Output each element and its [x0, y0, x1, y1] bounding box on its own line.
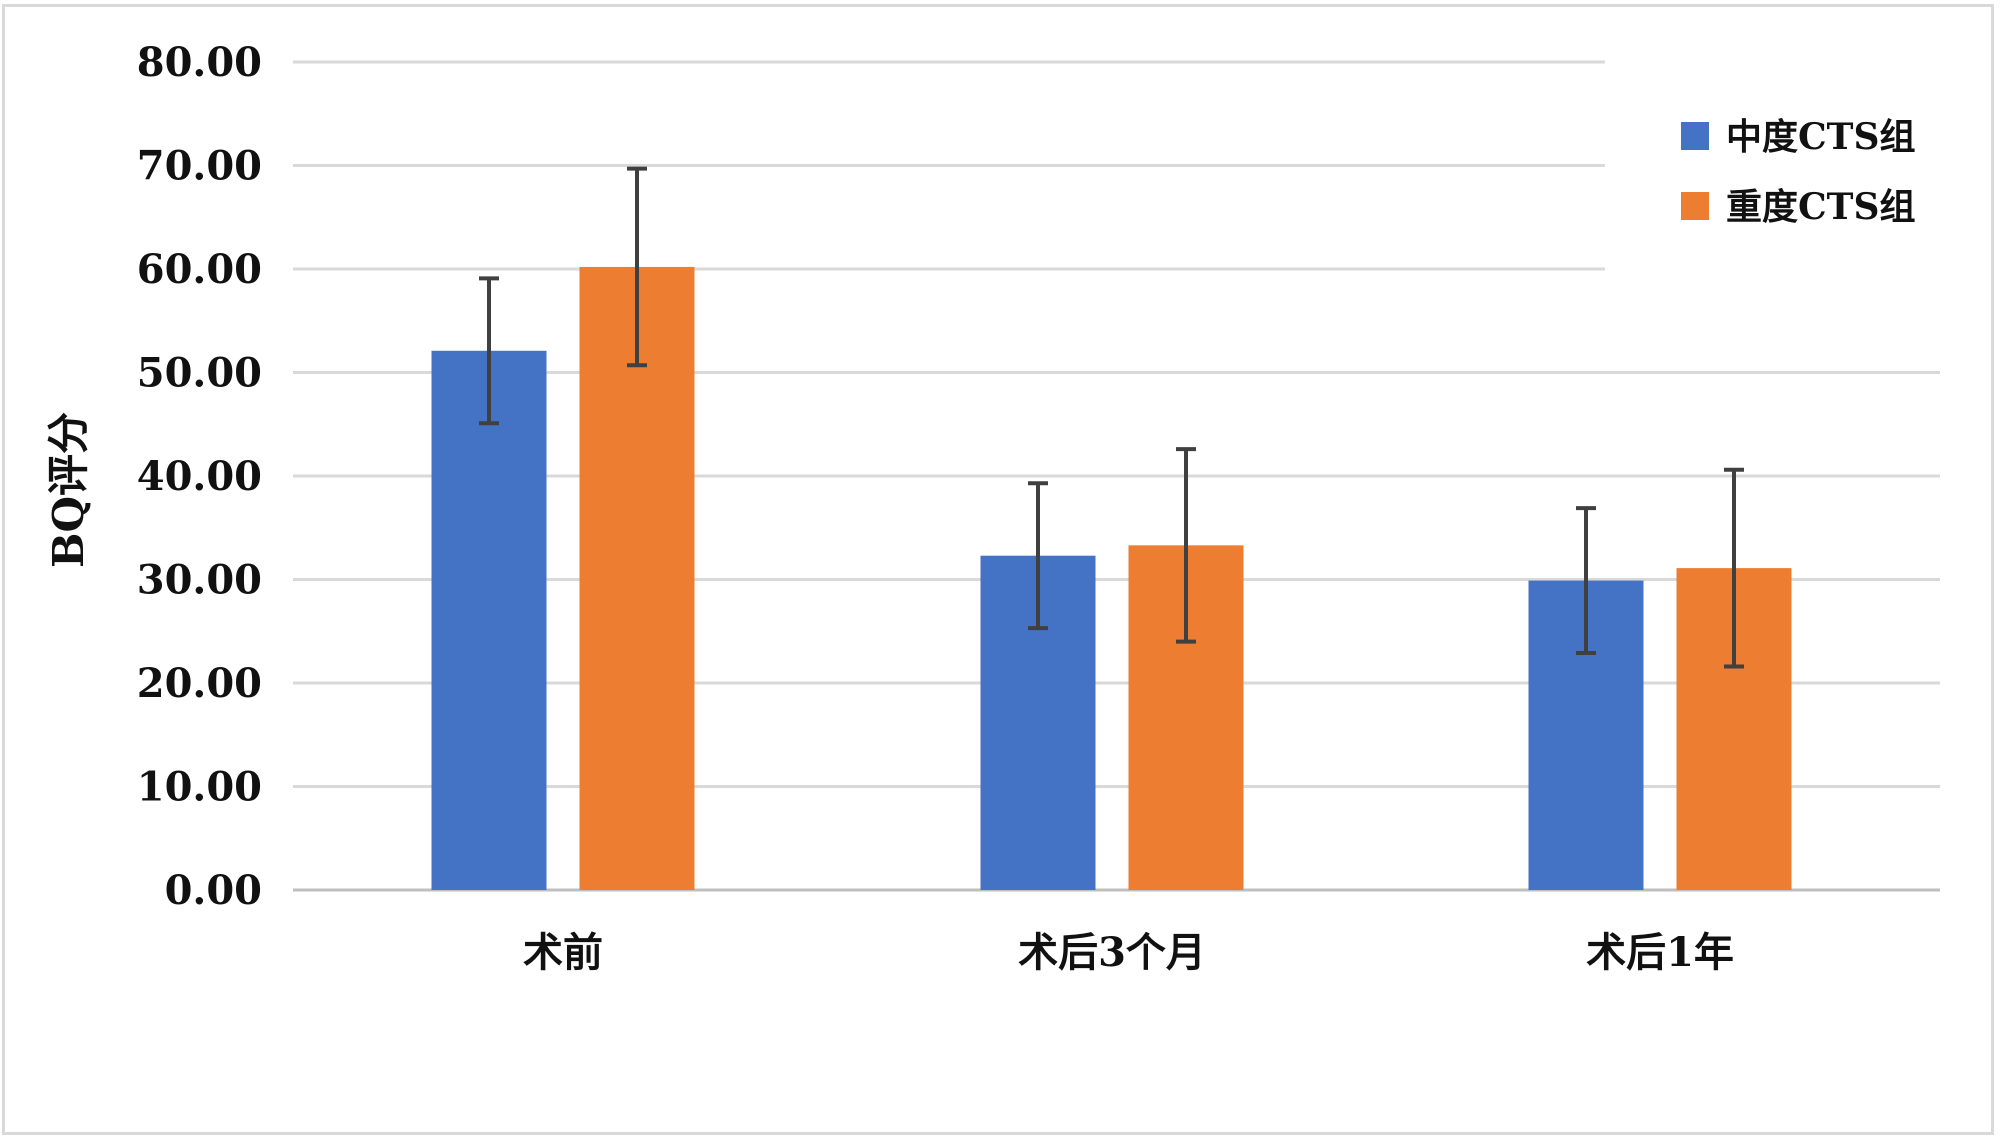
y-tick-label: 80.00	[137, 39, 262, 86]
legend-label: 重度CTS组	[1726, 186, 1915, 228]
y-axis-title: BQ评分	[44, 412, 93, 568]
x-category-label: 术后1年	[1586, 929, 1734, 976]
bar	[431, 350, 547, 890]
y-tick-label: 60.00	[137, 246, 262, 293]
gridlines	[293, 60, 1940, 892]
y-tick-label: 30.00	[137, 557, 262, 604]
x-category-label: 术前	[523, 929, 603, 976]
chart-frame	[2, 4, 1994, 1135]
x-category-labels: 术前 术后3个月 术后1年	[523, 929, 1734, 976]
legend-label: 中度CTS组	[1726, 116, 1915, 158]
x-category-label: 术后3个月	[1018, 929, 1206, 976]
y-tick-label: 70.00	[137, 143, 262, 190]
legend-swatch	[1681, 192, 1709, 220]
legend-swatch	[1681, 122, 1709, 150]
y-tick-labels: 0.00 10.00 20.00 30.00 40.00 50.00 60.00 70.00 8…	[137, 39, 262, 914]
bar	[579, 266, 695, 890]
y-tick-label: 50.00	[137, 350, 262, 397]
y-tick-label: 20.00	[137, 660, 262, 707]
y-tick-label: 40.00	[137, 453, 262, 500]
error-bars	[479, 166, 1744, 669]
y-tick-label: 10.00	[137, 764, 262, 811]
y-tick-label: 0.00	[165, 867, 262, 914]
